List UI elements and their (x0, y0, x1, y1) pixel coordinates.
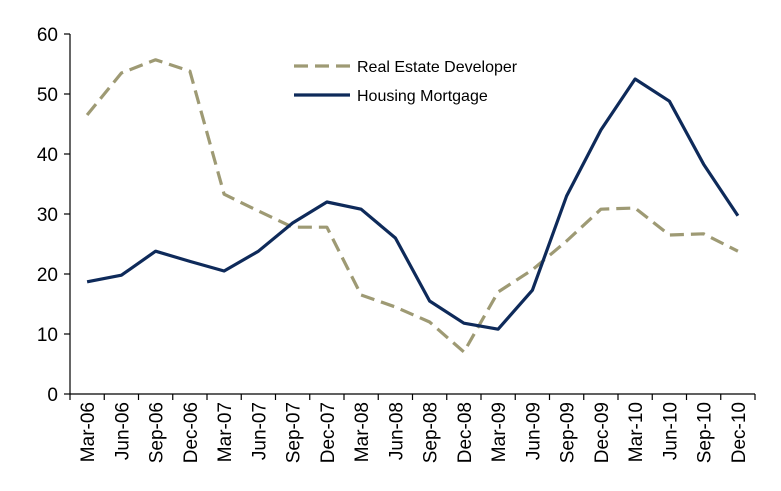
x-tick-label: Mar-07 (215, 402, 236, 462)
x-tick-label: Dec-06 (181, 402, 202, 463)
x-tick-label: Jun-07 (249, 402, 270, 460)
x-tick-label: Mar-10 (626, 402, 647, 462)
series-lines (85, 58, 740, 354)
x-tick-label: Jun-06 (112, 402, 133, 460)
y-tick-label: 40 (37, 145, 58, 166)
x-tick-label: Jun-10 (660, 402, 681, 460)
y-tick-label: 10 (37, 325, 58, 346)
series-line-2 (86, 77, 740, 331)
x-tick-label: Dec-07 (318, 402, 339, 463)
x-tick-label: Jun-08 (386, 402, 407, 460)
x-tick-label: Mar-09 (489, 402, 510, 462)
series-line-1 (85, 58, 739, 354)
y-tick-label: 30 (37, 205, 58, 226)
legend: Real Estate Developer Housing Mortgage (294, 59, 518, 105)
y-axis-ticks: 0 10 20 30 40 50 60 (37, 25, 70, 406)
x-tick-label: Sep-06 (147, 402, 168, 463)
x-tick-label: Sep-08 (421, 402, 442, 463)
legend-label-2: Housing Mortgage (357, 88, 488, 105)
x-tick-label: Sep-07 (284, 402, 305, 463)
x-tick-label: Dec-10 (729, 402, 750, 463)
y-tick-label: 50 (37, 85, 58, 106)
legend-label-1: Real Estate Developer (357, 59, 518, 76)
x-tick-label: Sep-09 (558, 402, 579, 463)
x-tick-label: Mar-08 (352, 402, 373, 462)
x-tick-label: Mar-06 (78, 402, 99, 462)
x-axis-ticks: Mar-06 Jun-06 Sep-06 Dec-06 Mar-07 Jun-07 Sep-… (69, 394, 756, 463)
x-tick-label: Jun-09 (523, 402, 544, 460)
x-tick-label: Dec-09 (592, 402, 613, 463)
x-tick-label: Sep-10 (695, 402, 716, 463)
y-tick-label: 60 (37, 25, 58, 46)
y-tick-label: 20 (37, 265, 58, 286)
x-tick-label: Dec-08 (455, 402, 476, 463)
y-tick-label: 0 (47, 385, 58, 406)
